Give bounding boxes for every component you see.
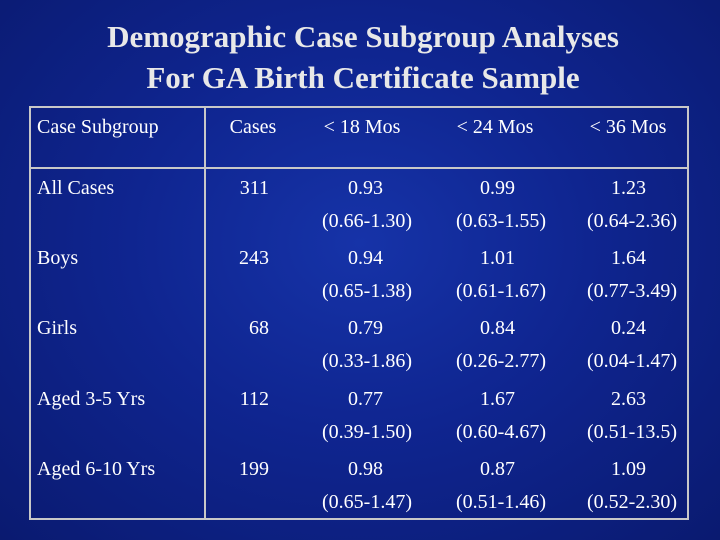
row-value-18mos: 0.93 (348, 177, 383, 199)
row-ci-18mos: (0.33-1.86) (322, 350, 412, 372)
title-line-1: Demographic Case Subgroup Analyses (107, 19, 619, 54)
slide-title: Demographic Case Subgroup Analyses For G… (0, 16, 720, 98)
row-subgroup-label: Aged 6-10 Yrs (37, 458, 156, 480)
column-header: < 24 Mos (456, 116, 534, 138)
row-ci-18mos: (0.39-1.50) (322, 421, 412, 443)
row-subgroup-label: All Cases (37, 177, 115, 199)
row-ci-24mos: (0.60-4.67) (456, 421, 546, 443)
table-frame (29, 106, 689, 520)
row-value-24mos: 1.01 (480, 247, 515, 269)
row-value-36mos: 1.23 (611, 177, 646, 199)
row-ci-18mos: (0.65-1.38) (322, 280, 412, 302)
row-subgroup-label: Girls (37, 317, 77, 339)
row-value-24mos: 1.67 (480, 388, 515, 410)
row-ci-24mos: (0.61-1.67) (456, 280, 546, 302)
row-value-18mos: 0.94 (348, 247, 383, 269)
column-header: < 18 Mos (323, 116, 401, 138)
column-divider (204, 106, 206, 520)
row-value-18mos: 0.79 (348, 317, 383, 339)
row-cases-count: 243 (239, 247, 269, 269)
row-ci-36mos: (0.52-2.30) (587, 491, 677, 513)
row-ci-36mos: (0.77-3.49) (587, 280, 677, 302)
title-line-2: For GA Birth Certificate Sample (146, 60, 580, 95)
header-divider (29, 167, 689, 169)
row-value-18mos: 0.98 (348, 458, 383, 480)
row-ci-36mos: (0.04-1.47) (587, 350, 677, 372)
row-subgroup-label: Aged 3-5 Yrs (37, 388, 146, 410)
row-value-36mos: 1.64 (611, 247, 646, 269)
row-cases-count: 199 (239, 458, 269, 480)
row-cases-count: 68 (249, 317, 269, 339)
row-ci-36mos: (0.64-2.36) (587, 210, 677, 232)
column-header: Cases (229, 116, 277, 138)
row-cases-count: 112 (239, 388, 269, 410)
column-header: < 36 Mos (589, 116, 667, 138)
row-value-24mos: 0.99 (480, 177, 515, 199)
row-ci-24mos: (0.26-2.77) (456, 350, 546, 372)
row-ci-24mos: (0.51-1.46) (456, 491, 546, 513)
row-ci-18mos: (0.66-1.30) (322, 210, 412, 232)
row-value-18mos: 0.77 (348, 388, 383, 410)
row-subgroup-label: Boys (37, 247, 79, 269)
column-header: Case Subgroup (37, 116, 159, 138)
row-ci-24mos: (0.63-1.55) (456, 210, 546, 232)
row-value-24mos: 0.84 (480, 317, 515, 339)
row-cases-count: 311 (239, 177, 269, 199)
row-value-36mos: 2.63 (611, 388, 646, 410)
row-ci-36mos: (0.51-13.5) (587, 421, 677, 443)
row-value-24mos: 0.87 (480, 458, 515, 480)
row-ci-18mos: (0.65-1.47) (322, 491, 412, 513)
row-value-36mos: 0.24 (611, 317, 646, 339)
row-value-36mos: 1.09 (611, 458, 646, 480)
